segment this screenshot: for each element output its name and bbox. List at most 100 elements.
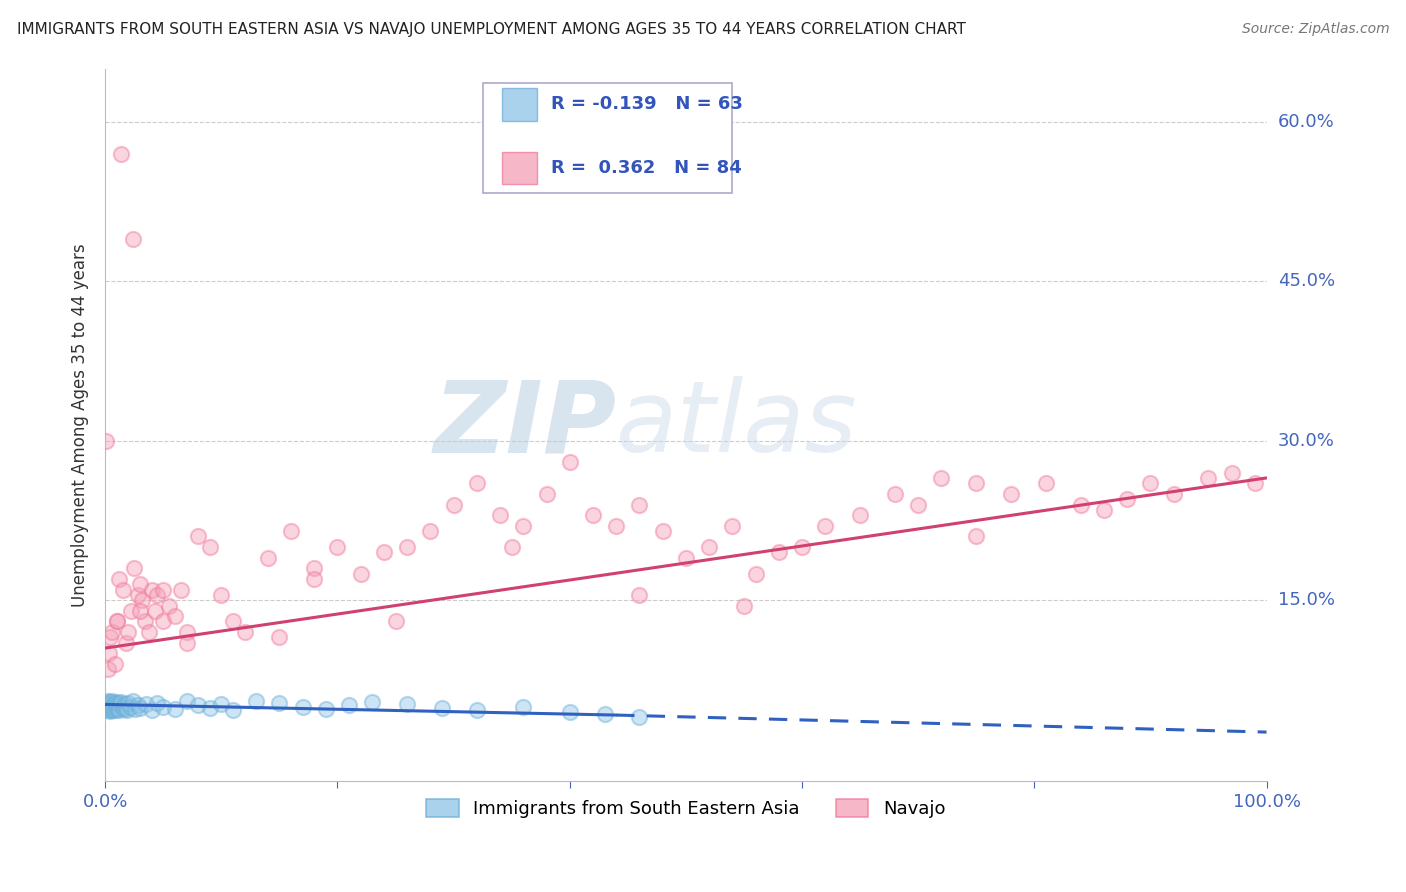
- Point: [1116, 492, 1139, 507]
- Point: [675, 550, 697, 565]
- Point: [373, 545, 395, 559]
- Point: [124, 701, 146, 715]
- Point: [1070, 498, 1092, 512]
- Point: [291, 699, 314, 714]
- Point: [489, 508, 512, 523]
- Point: [163, 609, 186, 624]
- Point: [103, 700, 125, 714]
- Point: [101, 703, 124, 717]
- Point: [222, 703, 245, 717]
- Point: [269, 697, 291, 711]
- Point: [176, 636, 198, 650]
- Point: [430, 700, 453, 714]
- Point: [558, 705, 581, 719]
- Point: [605, 518, 627, 533]
- Point: [104, 699, 127, 714]
- Point: [105, 701, 128, 715]
- Point: [558, 455, 581, 469]
- Point: [931, 471, 953, 485]
- Point: [163, 701, 186, 715]
- Point: [170, 582, 193, 597]
- Text: 30.0%: 30.0%: [1278, 432, 1334, 450]
- Point: [114, 698, 136, 712]
- Point: [138, 625, 160, 640]
- Point: [396, 698, 419, 712]
- Point: [245, 694, 267, 708]
- Point: [96, 697, 118, 711]
- Text: ZIP: ZIP: [433, 376, 616, 474]
- Point: [112, 701, 135, 715]
- Point: [103, 697, 125, 711]
- Point: [110, 695, 132, 709]
- Point: [105, 615, 128, 629]
- Point: [98, 698, 121, 712]
- Point: [131, 593, 153, 607]
- Point: [733, 599, 755, 613]
- Point: [651, 524, 673, 538]
- Point: [129, 700, 152, 714]
- Point: [122, 694, 145, 708]
- Point: [127, 588, 149, 602]
- Point: [122, 561, 145, 575]
- Point: [94, 699, 117, 714]
- Point: [103, 698, 125, 713]
- Point: [512, 518, 534, 533]
- Point: [96, 434, 118, 448]
- Point: [146, 697, 169, 711]
- Point: [326, 540, 349, 554]
- Point: [117, 697, 139, 711]
- Point: [97, 646, 120, 660]
- Point: [198, 700, 221, 714]
- Point: [768, 545, 790, 559]
- Point: [1092, 503, 1115, 517]
- Point: [361, 695, 384, 709]
- Point: [269, 631, 291, 645]
- Point: [419, 524, 441, 538]
- Point: [628, 498, 651, 512]
- Point: [304, 572, 326, 586]
- FancyBboxPatch shape: [502, 88, 537, 120]
- Point: [337, 698, 360, 713]
- Point: [111, 582, 134, 597]
- Point: [108, 703, 131, 717]
- Point: [97, 695, 120, 709]
- Point: [105, 698, 128, 712]
- Point: [96, 703, 118, 717]
- Point: [1000, 487, 1022, 501]
- Point: [465, 703, 488, 717]
- Point: [122, 232, 145, 246]
- Legend: Immigrants from South Eastern Asia, Navajo: Immigrants from South Eastern Asia, Nava…: [419, 791, 953, 825]
- Text: Source: ZipAtlas.com: Source: ZipAtlas.com: [1241, 22, 1389, 37]
- Point: [100, 697, 122, 711]
- Point: [105, 615, 128, 629]
- Point: [198, 540, 221, 554]
- Y-axis label: Unemployment Among Ages 35 to 44 years: Unemployment Among Ages 35 to 44 years: [72, 243, 89, 607]
- Point: [117, 703, 139, 717]
- Point: [628, 588, 651, 602]
- Point: [1163, 487, 1185, 501]
- FancyBboxPatch shape: [502, 152, 537, 184]
- Point: [1139, 476, 1161, 491]
- Point: [1198, 471, 1220, 485]
- Point: [209, 588, 232, 602]
- Point: [176, 625, 198, 640]
- Point: [965, 476, 987, 491]
- FancyBboxPatch shape: [482, 83, 733, 194]
- Point: [103, 657, 125, 671]
- Point: [512, 699, 534, 714]
- Point: [304, 561, 326, 575]
- Point: [697, 540, 720, 554]
- Point: [141, 703, 163, 717]
- Point: [907, 498, 929, 512]
- Point: [315, 701, 337, 715]
- Point: [103, 703, 125, 717]
- Point: [176, 694, 198, 708]
- Point: [141, 582, 163, 597]
- Point: [96, 698, 118, 712]
- Point: [396, 540, 419, 554]
- Point: [384, 615, 406, 629]
- Text: 15.0%: 15.0%: [1278, 591, 1334, 609]
- Point: [104, 695, 127, 709]
- Point: [883, 487, 905, 501]
- Point: [117, 625, 139, 640]
